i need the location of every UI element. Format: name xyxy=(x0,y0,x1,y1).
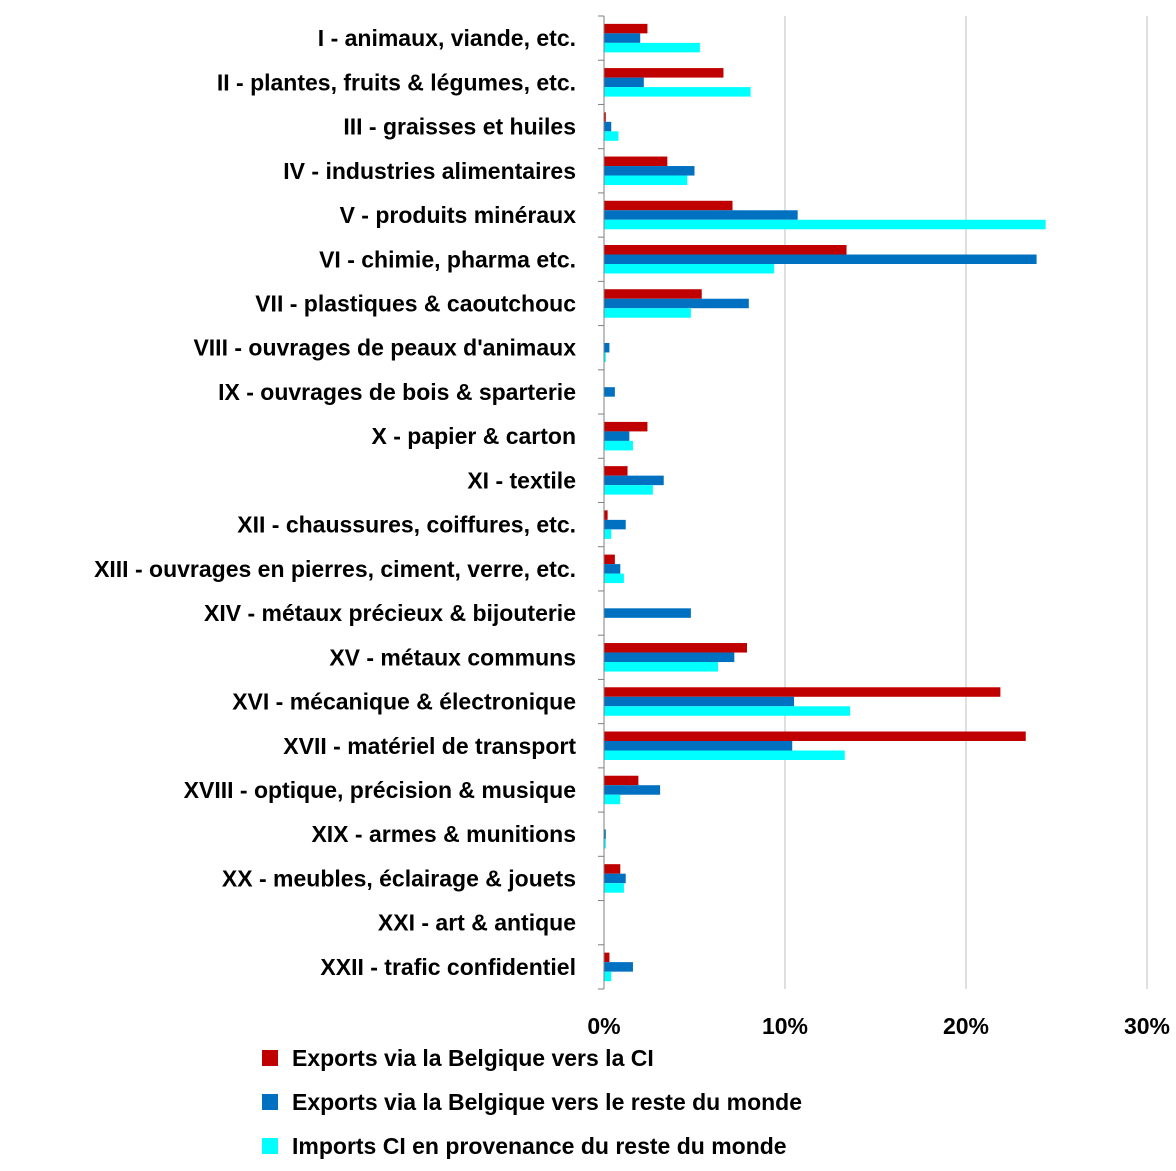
bar xyxy=(604,421,648,432)
bar xyxy=(604,971,612,982)
bar xyxy=(604,131,619,141)
bar xyxy=(604,838,606,849)
legend-label: Imports CI en provenance du reste du mon… xyxy=(292,1132,787,1159)
bar xyxy=(604,219,1046,230)
bar xyxy=(604,431,630,441)
legend-label: Exports via la Belgique vers le reste du… xyxy=(292,1088,803,1115)
bar xyxy=(604,643,747,653)
bar xyxy=(604,706,851,716)
bar xyxy=(604,87,751,97)
bar xyxy=(604,962,633,972)
category-label: XX - meubles, éclairage & jouets xyxy=(222,865,576,891)
category-label: II - plantes, fruits & légumes, etc. xyxy=(217,69,576,95)
category-label: XIV - métaux précieux & bijouterie xyxy=(204,600,576,626)
bar xyxy=(604,775,639,786)
bar xyxy=(604,68,724,78)
category-label: XI - textile xyxy=(467,467,576,493)
bar xyxy=(604,475,664,486)
bar xyxy=(604,175,688,186)
x-tick-label: 30% xyxy=(1124,1013,1170,1039)
legend: Exports via la Belgique vers la CI Expor… xyxy=(262,1036,802,1168)
bar xyxy=(604,112,606,122)
bar xyxy=(604,352,606,362)
bar xyxy=(604,308,691,318)
bar xyxy=(604,387,615,397)
bar xyxy=(604,608,691,618)
bar xyxy=(604,121,612,132)
category-label: XII - chaussures, coiffures, etc. xyxy=(237,512,576,538)
legend-label: Exports via la Belgique vers la CI xyxy=(292,1044,654,1071)
category-label: XVII - matériel de transport xyxy=(283,733,576,759)
category-label: I - animaux, viande, etc. xyxy=(318,25,576,51)
bar xyxy=(604,864,621,874)
bar xyxy=(604,829,606,839)
bars xyxy=(604,23,1046,982)
bar xyxy=(604,166,695,176)
bar xyxy=(604,662,719,672)
bar xyxy=(604,289,702,299)
bar xyxy=(604,750,845,760)
bar xyxy=(604,573,624,584)
bar xyxy=(604,554,615,565)
bar xyxy=(604,23,648,34)
x-tick-label: 0% xyxy=(587,1013,620,1039)
bar xyxy=(604,254,1037,264)
bar xyxy=(604,696,795,707)
bar xyxy=(604,342,610,353)
bar xyxy=(604,873,626,884)
category-label: XVIII - optique, précision & musique xyxy=(184,777,576,803)
bar xyxy=(604,652,735,663)
legend-item-imports-ci: Imports CI en provenance du reste du mon… xyxy=(262,1124,802,1168)
category-label: V - produits minéraux xyxy=(340,202,577,228)
bar xyxy=(604,210,798,220)
bar xyxy=(604,33,641,43)
bar xyxy=(604,298,749,309)
legend-swatch-exports-ci xyxy=(262,1050,278,1066)
category-labels: I - animaux, viande, etc. II - plantes, f… xyxy=(94,25,576,980)
axes xyxy=(598,15,605,990)
bar xyxy=(604,200,733,211)
category-label: XVI - mécanique & électronique xyxy=(232,689,576,715)
category-label: VIII - ouvrages de peaux d'animaux xyxy=(193,335,576,361)
legend-item-exports-monde: Exports via la Belgique vers le reste du… xyxy=(262,1080,802,1124)
bar xyxy=(604,687,1001,697)
bar xyxy=(604,785,661,795)
category-label: XIX - armes & munitions xyxy=(311,821,576,847)
x-tick-label: 10% xyxy=(762,1013,808,1039)
bar xyxy=(604,156,668,167)
bar xyxy=(604,883,624,893)
gridlines xyxy=(784,16,1148,989)
category-label: XIII - ouvrages en pierres, ciment, verr… xyxy=(94,556,576,582)
bar xyxy=(604,42,700,53)
category-label: IX - ouvrages de bois & sparterie xyxy=(218,379,576,405)
bar xyxy=(604,440,633,451)
category-label: X - papier & carton xyxy=(372,423,576,449)
x-tick-label: 20% xyxy=(943,1013,989,1039)
legend-swatch-imports-ci xyxy=(262,1138,278,1154)
bar xyxy=(604,466,628,476)
category-label: III - graisses et huiles xyxy=(343,114,576,140)
legend-swatch-exports-monde xyxy=(262,1094,278,1110)
bar xyxy=(604,731,1026,741)
bar xyxy=(604,77,644,88)
bar xyxy=(604,485,653,495)
bar xyxy=(604,510,608,520)
category-label: XV - métaux communs xyxy=(329,644,576,670)
bar xyxy=(604,264,775,274)
bar xyxy=(604,741,793,751)
bar xyxy=(604,519,626,530)
legend-item-exports-ci: Exports via la Belgique vers la CI xyxy=(262,1036,802,1080)
x-tick-labels: 0% 10% 20% 30% xyxy=(587,1013,1170,1039)
bar xyxy=(604,952,610,963)
category-label: VII - plastiques & caoutchouc xyxy=(255,290,576,316)
category-label: VI - chimie, pharma etc. xyxy=(319,246,576,272)
category-label: XXI - art & antique xyxy=(378,910,576,936)
category-label: XXII - trafic confidentiel xyxy=(320,954,576,980)
bar xyxy=(604,794,621,805)
bar xyxy=(604,564,621,574)
bar xyxy=(604,529,612,539)
category-label: IV - industries alimentaires xyxy=(283,158,576,184)
bar xyxy=(604,245,847,255)
